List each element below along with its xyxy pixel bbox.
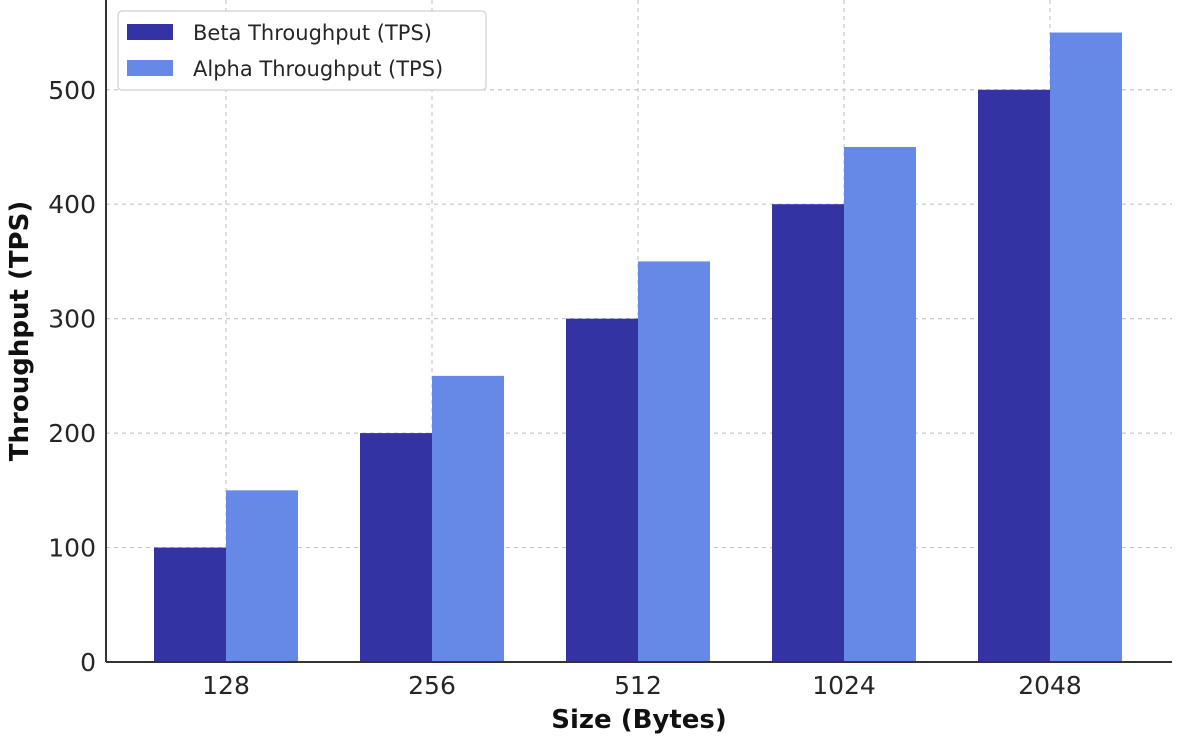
x-tick-label: 2048 — [1018, 671, 1082, 700]
legend: Beta Throughput (TPS) Alpha Throughput (… — [117, 10, 487, 91]
x-tick-label: 512 — [614, 671, 662, 700]
bar-alpha-1024 — [844, 146, 916, 663]
x-tick-label: 256 — [408, 671, 456, 700]
y-tick-label: 500 — [48, 76, 96, 105]
bar-alpha-128 — [226, 490, 298, 662]
bar-beta-1024 — [772, 204, 844, 662]
bar-alpha-512 — [638, 261, 710, 662]
y-axis-title: Throughput (TPS) — [5, 201, 35, 461]
bar-beta-128 — [154, 547, 226, 662]
axes — [105, 0, 1172, 663]
x-tick-label: 1024 — [812, 671, 876, 700]
bar-beta-512 — [566, 318, 638, 662]
legend-swatch-beta — [127, 24, 173, 40]
bar-beta-2048 — [978, 89, 1050, 662]
legend-label-alpha: Alpha Throughput (TPS) — [193, 57, 443, 81]
y-tick-label: 300 — [48, 305, 96, 334]
legend-swatch-alpha — [127, 60, 173, 76]
y-tick-label: 400 — [48, 190, 96, 219]
legend-label-beta: Beta Throughput (TPS) — [193, 21, 432, 45]
y-tick-label: 100 — [48, 534, 96, 563]
tick-labels: 0 100 200 300 400 500 128 256 512 1024 2048 — [48, 76, 1082, 700]
legend-box — [117, 10, 487, 91]
x-axis-title: Size (Bytes) — [551, 705, 727, 735]
y-tick-label: 200 — [48, 419, 96, 448]
bar-alpha-256 — [432, 375, 504, 662]
bar-alpha-2048 — [1050, 32, 1122, 662]
x-tick-label: 128 — [202, 671, 250, 700]
y-tick-label: 0 — [80, 648, 96, 677]
bars — [154, 32, 1122, 663]
bar-beta-256 — [360, 433, 432, 662]
